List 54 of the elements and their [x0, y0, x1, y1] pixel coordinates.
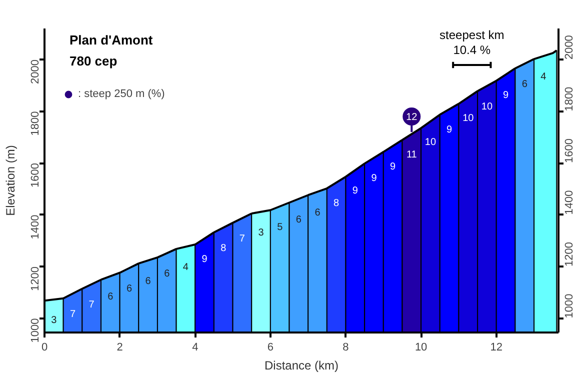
y2-tick-label: 1000: [564, 294, 576, 318]
chart-title: Plan d'Amont: [70, 32, 154, 48]
annotation: 10.4 %: [453, 42, 491, 57]
x-tick-label: 8: [342, 342, 349, 354]
annotation: 9: [202, 254, 208, 265]
annotation: 6: [522, 79, 528, 90]
annotation: 11: [406, 150, 418, 161]
x-tick-label: 6: [267, 342, 274, 354]
annotation: 8: [334, 198, 340, 210]
annotation: 3: [51, 315, 58, 326]
annotation: 10: [481, 101, 493, 112]
y2-tick-label: 1200: [564, 242, 576, 267]
x-tick-label: 2: [116, 342, 123, 354]
annotation: 9: [371, 173, 378, 184]
y-tick-label: 2000: [30, 60, 42, 84]
annotation: 9: [390, 161, 396, 172]
annotation: 9: [352, 186, 358, 197]
y2-tick-label: 1600: [564, 138, 576, 164]
annotation: 4: [540, 72, 547, 83]
annotation: 4: [182, 262, 189, 274]
annotation: 7: [70, 309, 76, 320]
annotation: 7: [88, 300, 95, 311]
annotation: 6: [126, 284, 132, 295]
x-tick-label: 12: [490, 342, 502, 354]
annotation: 8: [220, 243, 227, 254]
annotation: 6: [108, 292, 114, 303]
y-axis-title: Elevation (m): [4, 145, 18, 216]
annotation: steepest km: [440, 28, 504, 42]
legend-label: : steep 250 m (%): [78, 88, 165, 100]
annotation: 5: [277, 222, 284, 233]
x-tick-label: 4: [192, 342, 198, 354]
y-tick-label: 1600: [30, 163, 42, 188]
annotation: 3: [258, 227, 264, 238]
annotation: 7: [239, 234, 246, 245]
y2-tick-label: 1800: [564, 86, 576, 112]
text: 780 cep: [70, 54, 118, 68]
annotation: 6: [296, 214, 302, 226]
annotation: 10: [424, 136, 436, 148]
annotation: 6: [145, 276, 152, 287]
annotation: 10: [462, 112, 474, 124]
y2-tick-label: 2000: [564, 35, 576, 60]
x-tick-label: 0: [41, 342, 48, 354]
annotation: 12: [406, 112, 418, 123]
annotation: 6: [314, 207, 321, 218]
annotation: 9: [446, 124, 453, 136]
x-tick-label: 10: [414, 342, 428, 354]
x-axis-title: Distance (km): [264, 358, 339, 372]
y-tick-label: 1000: [30, 318, 42, 343]
annotation: 9: [503, 90, 509, 102]
y2-tick-label: 1400: [564, 190, 576, 215]
y-tick-label: 1200: [30, 266, 42, 291]
annotation: 6: [164, 268, 170, 280]
y-tick-label: 1400: [30, 214, 42, 240]
y-tick-label: 1800: [30, 111, 42, 136]
